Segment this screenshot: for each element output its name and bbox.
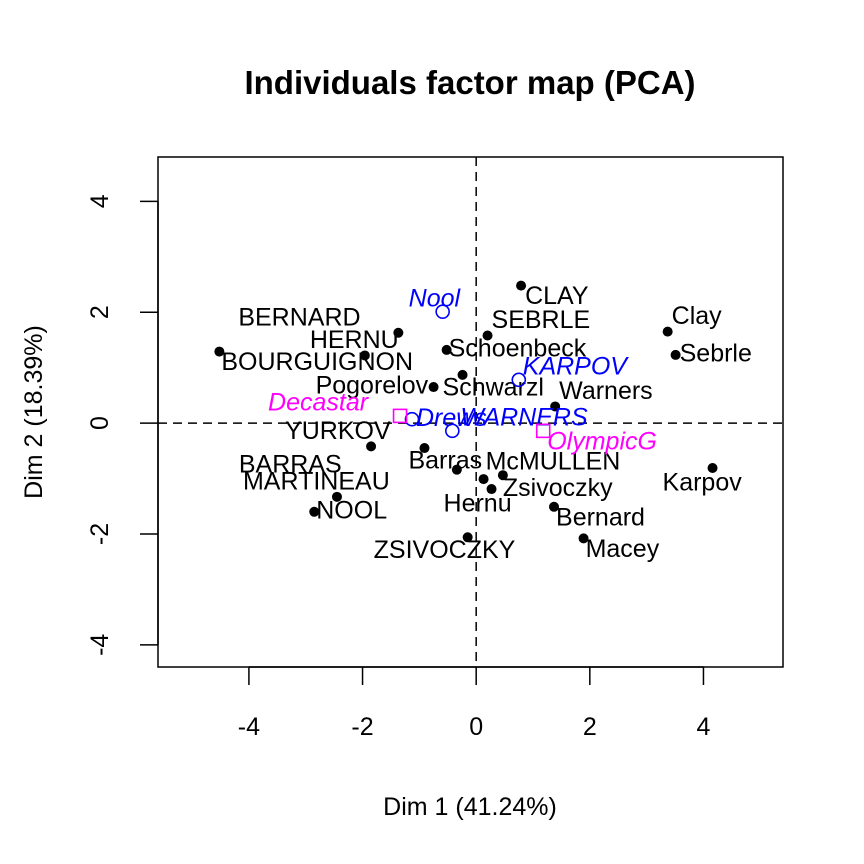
label-zsivoczky: ZSIVOCZKY [374,536,516,564]
label-bernard: Bernard [556,503,645,531]
label-hernu: Hernu [444,490,512,518]
point-hernu [359,350,370,361]
point-nool [309,506,320,517]
point-decastar [392,408,408,424]
y-tick-label: 4 [86,194,114,208]
label-martineau: MARTINEAU [243,467,390,495]
label-schoenbeck: Schoenbeck [449,335,587,363]
x-tick-label: 2 [583,713,597,741]
point-warners [550,401,561,412]
label-sebrle: SEBRLE [492,306,591,334]
x-tick-label: -4 [238,713,260,741]
label-olympicg: OlympicG [547,427,657,455]
label-nool: NOOL [316,496,387,524]
y-tick-label: -4 [86,634,114,656]
point-pogorelov [428,382,439,393]
label-macey: Macey [586,535,660,563]
label-schwarzl: Schwarzl [443,373,544,401]
label-decastar: Decastar [268,388,370,416]
point-karpov [707,462,718,473]
label-sebrle: Sebrle [680,340,752,368]
label-bernard: BERNARD [238,303,360,331]
label-barras: BARRAS [239,450,342,478]
point-clay [662,326,673,337]
point-schoenbeck [441,344,452,355]
point-martineau [331,491,342,502]
label-clay: CLAY [525,282,589,310]
point-hernu [486,484,497,495]
point-sebrle [482,330,493,341]
x-tick-label: -2 [351,713,373,741]
point-bernard [393,327,404,338]
point-barras [419,443,430,454]
y-axis: -4 -2 0 2 4 [86,194,159,656]
label-bourguignon: BOURGUIGNON [221,348,413,376]
label-hernu: HERNU [310,326,399,354]
point-bernard [549,501,560,512]
label-clay: Clay [672,302,723,330]
label-barras: Barras [408,447,482,475]
label-karpov: Karpov [663,469,743,497]
y-tick-label: -2 [86,523,114,545]
reference-lines [158,157,783,667]
point-karpov [511,372,527,388]
point-nool [435,304,450,319]
point-olympicg [535,423,551,439]
x-axis-label: Dim 1 (41.24%) [383,793,557,821]
label-drews: Drews [416,404,487,432]
point-clay [516,280,527,291]
y-tick-label: 2 [86,305,114,319]
label-nool: Nool [409,284,462,312]
x-tick-label: 0 [469,713,483,741]
point-mcmullen [478,474,489,485]
x-tick-label: 4 [697,713,711,741]
chart-title: Individuals factor map (PCA) [244,64,695,101]
label-zsivoczky: Zsivoczky [503,474,613,502]
point-yurkov [366,441,377,452]
label-warners: Warners [559,377,653,405]
label-warners: WARNERS [460,403,588,431]
point-sebrle [670,349,681,360]
point-barras [451,464,462,475]
label-mcmullen: McMULLEN [486,448,621,476]
label-yurkov: YURKOV [285,417,391,445]
point-zsivoczky [497,470,508,481]
point-zsivoczky [462,532,473,543]
point-drews [404,411,420,427]
label-karpov: KARPOV [523,352,630,380]
point-warners [445,423,460,439]
point-macey [578,533,589,544]
point-schwarzl [457,369,468,380]
x-axis: -4 -2 0 2 4 [238,666,711,741]
point-bourguignon [214,346,225,357]
label-pogorelov: Pogorelov [316,372,429,400]
y-tick-label: 0 [86,416,114,430]
y-axis-label: Dim 2 (18.39%) [20,325,48,499]
